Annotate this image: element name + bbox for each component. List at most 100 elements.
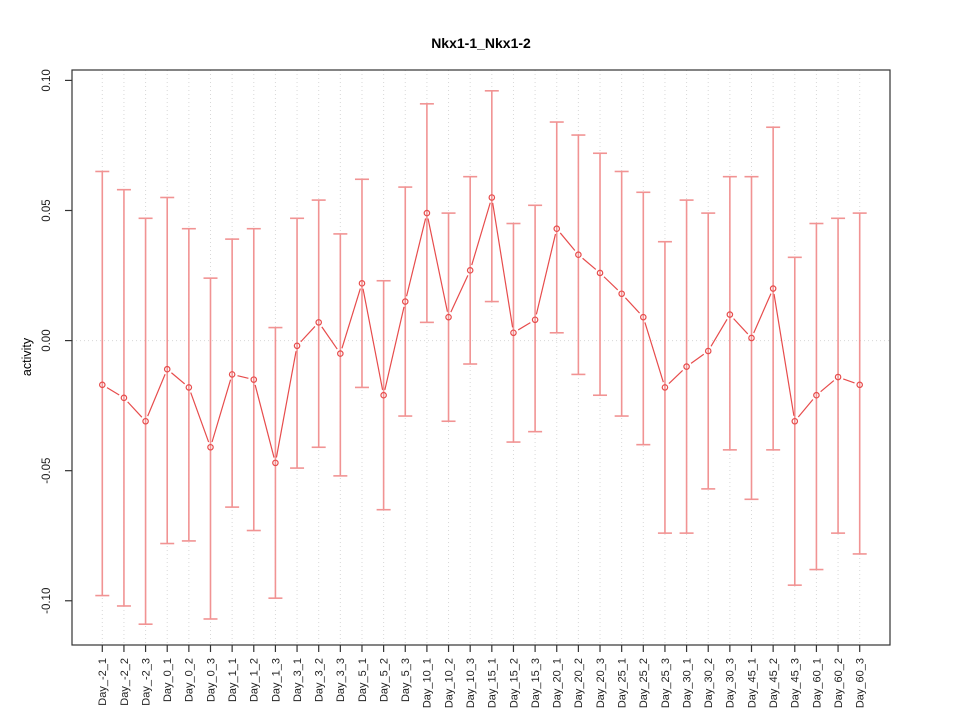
series-segment — [275, 351, 297, 458]
data-point — [401, 298, 409, 305]
y-tick-label: 0.10 — [41, 69, 53, 91]
x-tick-label: Day_30_1 — [681, 658, 693, 708]
series-segment — [492, 202, 514, 328]
data-point — [661, 384, 669, 391]
series-segment — [644, 322, 664, 383]
data-point — [250, 376, 258, 383]
series-segment — [147, 374, 166, 417]
x-tick-label: Day_25_2 — [638, 658, 650, 708]
data-point — [704, 347, 712, 355]
series-segment — [300, 326, 316, 343]
series-segment — [624, 297, 641, 314]
data-point — [834, 373, 842, 381]
x-tick-label: Day_45_1 — [746, 658, 758, 708]
data-point — [466, 267, 474, 274]
data-point — [791, 417, 799, 425]
data-point — [358, 280, 366, 287]
x-tick-label: Day_0_1 — [162, 658, 174, 702]
data-point — [575, 251, 582, 259]
data-point — [748, 334, 755, 342]
x-tick-label: Day_30_2 — [703, 658, 715, 708]
series-segment — [668, 369, 684, 385]
x-tick-label: Day_5_2 — [378, 658, 390, 702]
x-tick-label: Day_25_1 — [617, 658, 629, 708]
series-segment — [362, 288, 384, 390]
data-point — [856, 381, 864, 389]
x-tick-label: Day_15_1 — [487, 658, 499, 708]
data-point — [120, 394, 128, 402]
x-tick-label: Day_10_1 — [422, 658, 434, 708]
x-tick-label: Day_60_3 — [855, 658, 867, 708]
series-segment — [797, 399, 814, 418]
series-segment — [843, 378, 855, 384]
series-segment — [471, 202, 491, 266]
series-segment — [427, 218, 449, 312]
series-segment — [384, 306, 405, 391]
series-segment — [254, 384, 275, 458]
y-tick-label: 0.05 — [41, 199, 53, 221]
x-tick-label: Day_-2_3 — [140, 658, 152, 706]
x-tick-label: Day_-2_1 — [97, 658, 109, 706]
series-segment — [127, 401, 143, 418]
data-point — [596, 269, 604, 277]
data-point — [445, 313, 452, 321]
chart-title: Nkx1-1_Nkx1-2 — [431, 35, 531, 51]
plot-frame — [71, 69, 891, 646]
series-segment — [517, 322, 531, 331]
data-point — [293, 342, 301, 350]
data-point — [640, 313, 647, 321]
x-tick-label: Day_25_3 — [660, 658, 672, 708]
data-point — [337, 350, 344, 357]
series-segment — [190, 392, 210, 443]
series-segment — [450, 275, 469, 313]
data-point — [380, 391, 387, 399]
data-point — [98, 381, 106, 389]
series-segment — [535, 233, 557, 315]
x-tick-label: Day_10_3 — [465, 658, 477, 708]
data-point — [553, 225, 561, 233]
x-tick-label: Day_10_2 — [443, 658, 455, 708]
x-tick-label: Day_20_1 — [552, 658, 564, 708]
series-segment — [341, 288, 361, 349]
data-point — [726, 311, 734, 318]
y-tick-label: -0.10 — [41, 588, 53, 614]
y-tick-label: -0.05 — [41, 458, 53, 484]
series-segment — [753, 293, 772, 334]
x-tick-label: Day_5_3 — [400, 658, 412, 702]
series-segment — [582, 257, 597, 270]
x-tick-label: Day_15_3 — [530, 658, 542, 708]
x-tick-label: Day_60_2 — [833, 658, 845, 708]
x-tick-label: Day_5_1 — [357, 658, 369, 702]
data-point — [813, 391, 820, 399]
series-segment — [559, 232, 576, 251]
data-point — [488, 194, 496, 201]
x-tick-label: Day_3_2 — [314, 658, 326, 702]
x-tick-label: Day_1_1 — [227, 658, 239, 702]
x-tick-label: Day_1_3 — [270, 658, 282, 702]
series-segment — [211, 379, 232, 443]
data-point — [185, 384, 193, 391]
data-point — [163, 365, 171, 373]
data-point — [510, 329, 517, 337]
data-point — [683, 363, 690, 370]
data-point — [423, 209, 431, 217]
x-tick-label: Day_3_3 — [335, 658, 347, 702]
x-tick-label: Day_45_3 — [790, 658, 802, 708]
series-segment — [710, 318, 728, 347]
data-point — [531, 316, 539, 324]
x-tick-label: Day_15_2 — [508, 658, 520, 708]
data-point — [207, 443, 214, 451]
x-tick-label: Day_-2_2 — [119, 658, 131, 706]
data-point — [272, 459, 279, 467]
series-segment — [603, 276, 619, 291]
x-tick-label: Day_0_3 — [205, 658, 217, 702]
series-segment — [106, 387, 120, 396]
x-tick-label: Day_1_2 — [249, 658, 261, 702]
series-segment — [690, 353, 705, 364]
data-point — [228, 371, 236, 378]
data-point — [315, 319, 322, 326]
series-segment — [321, 326, 338, 350]
x-tick-label: Day_45_2 — [768, 658, 780, 708]
x-tick-label: Day_0_2 — [184, 658, 196, 702]
